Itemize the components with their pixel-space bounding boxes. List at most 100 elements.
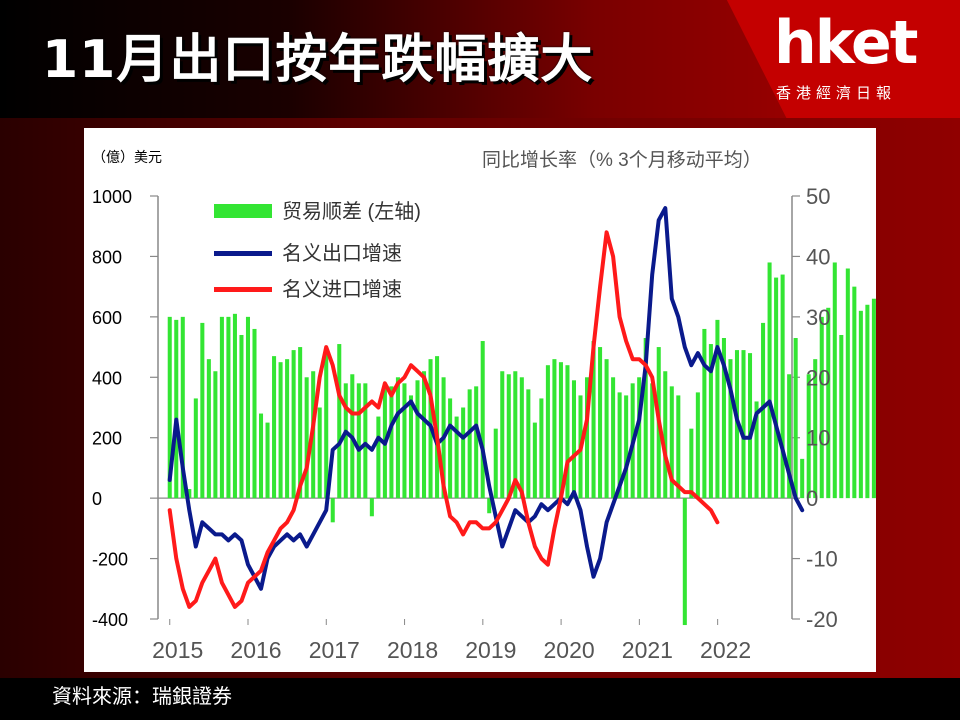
trade-surplus-bar — [552, 359, 557, 499]
left-tick-label: 800 — [92, 247, 122, 267]
trade-surplus-bar — [330, 498, 335, 523]
trade-surplus-bar — [721, 338, 726, 499]
trade-surplus-bar — [200, 322, 205, 499]
trade-surplus-bar — [363, 383, 368, 499]
chart-panel: （億）美元 同比增长率（% 3个月移动平均） 1000 800 600 400 200 0… — [84, 128, 876, 672]
trade-surplus-bar — [845, 268, 850, 499]
trade-surplus-bar — [369, 498, 374, 517]
trade-surplus-bar — [180, 316, 185, 499]
right-tick-label: 10 — [806, 426, 830, 451]
trade-surplus-bar — [663, 371, 668, 499]
trade-surplus-bar — [669, 386, 674, 499]
trade-surplus-bar — [500, 371, 505, 499]
trade-surplus-bar — [232, 313, 237, 499]
brand-logo: hket — [774, 8, 918, 78]
trade-surplus-bar — [298, 347, 303, 499]
right-tick-label: 20 — [806, 365, 830, 390]
import-growth-line — [167, 230, 720, 609]
trade-surplus-bar — [624, 395, 629, 499]
trade-surplus-bar — [356, 383, 361, 499]
trade-surplus-bar — [832, 262, 837, 499]
bar-series — [167, 262, 876, 626]
trade-surplus-bar — [213, 371, 218, 499]
trade-surplus-bar — [591, 341, 596, 499]
trade-surplus-bar — [780, 274, 785, 499]
x-tick-label: 2016 — [230, 637, 281, 663]
trade-surplus-bar — [324, 350, 329, 499]
trade-surplus-bar — [206, 359, 211, 499]
trade-surplus-bar — [272, 356, 277, 499]
trade-surplus-bar — [741, 350, 746, 499]
trade-surplus-bar — [506, 374, 511, 499]
trade-surplus-bar — [343, 383, 348, 499]
right-tick-label: 30 — [806, 305, 830, 330]
trade-surplus-bar — [604, 359, 609, 499]
right-tick-label: 50 — [806, 184, 830, 209]
trade-surplus-bar — [871, 298, 876, 499]
trade-surplus-bar — [852, 286, 857, 499]
trade-surplus-bar — [858, 310, 863, 499]
trade-surplus-bar — [526, 389, 531, 499]
right-tick-label: -10 — [806, 547, 838, 572]
trade-surplus-bar — [676, 395, 681, 499]
left-tick-label: 0 — [92, 489, 102, 509]
trade-surplus-bar — [239, 334, 244, 499]
trade-surplus-bar — [806, 374, 811, 499]
trade-surplus-bar — [761, 322, 766, 499]
trade-surplus-bar — [728, 359, 733, 499]
trade-surplus-bar — [643, 338, 648, 499]
trade-surplus-bar — [826, 307, 831, 499]
trade-surplus-bar — [193, 398, 198, 499]
legend: 贸易顺差 (左轴) 名义出口增速 名义进口增速 — [214, 200, 421, 301]
trade-surplus-bar — [689, 428, 694, 499]
trade-surplus-bar — [813, 359, 818, 499]
trade-surplus-bar — [839, 334, 844, 499]
trade-surplus-bar — [454, 416, 459, 499]
trade-surplus-bar — [395, 377, 400, 499]
trade-surplus-bar — [708, 344, 713, 499]
legend-label-trade-surplus: 贸易顺差 (左轴) — [282, 200, 421, 223]
left-tick-label: 600 — [92, 308, 122, 328]
trade-surplus-bar — [519, 377, 524, 499]
trade-surplus-bar — [487, 498, 492, 514]
legend-swatch-trade-surplus — [214, 204, 272, 218]
export-growth-line — [167, 206, 805, 591]
x-tick-label: 2018 — [387, 637, 438, 663]
trade-surplus-bar — [376, 416, 381, 499]
trade-surplus-bar — [748, 353, 753, 499]
trade-surplus-bar — [389, 386, 394, 499]
trade-surplus-bar — [245, 316, 251, 499]
trade-surplus-bar — [187, 489, 192, 499]
trade-surplus-bar — [461, 407, 466, 499]
trade-surplus-bar — [545, 365, 550, 499]
trade-surplus-bar — [474, 386, 479, 499]
trade-surplus-bar — [532, 422, 537, 499]
trade-surplus-bar — [291, 350, 296, 499]
trade-surplus-bar — [285, 359, 290, 499]
trade-surplus-bar — [715, 319, 720, 499]
trade-surplus-bar — [337, 344, 342, 499]
trade-surplus-bar — [754, 401, 759, 499]
x-tick-label: 2022 — [700, 637, 751, 663]
trade-surplus-bar — [278, 362, 283, 499]
trade-surplus-bar — [819, 316, 824, 499]
trade-surplus-bar — [637, 377, 642, 499]
right-axis-unit-label: 同比增长率（% 3个月移动平均） — [482, 149, 762, 171]
trade-surplus-bar — [408, 395, 414, 499]
trade-surplus-bar — [702, 328, 707, 499]
trade-surplus-bar — [415, 380, 420, 499]
trade-surplus-bar — [493, 428, 498, 499]
trade-surplus-bar — [787, 374, 792, 499]
legend-swatch-export — [214, 251, 272, 256]
trade-surplus-bar — [558, 362, 563, 499]
trade-surplus-bar — [767, 262, 772, 499]
trade-surplus-bar — [571, 380, 577, 499]
trade-surplus-bar — [611, 377, 616, 499]
source-note: 資料來源：瑞銀證券 — [52, 684, 232, 708]
trade-surplus-bar — [467, 389, 472, 499]
trade-surplus-bar — [800, 458, 805, 499]
left-tick-label: 400 — [92, 368, 122, 388]
left-tick-label: 200 — [92, 429, 122, 449]
x-tick-label: 2021 — [622, 637, 673, 663]
left-axis-unit-label: （億）美元 — [92, 149, 162, 165]
